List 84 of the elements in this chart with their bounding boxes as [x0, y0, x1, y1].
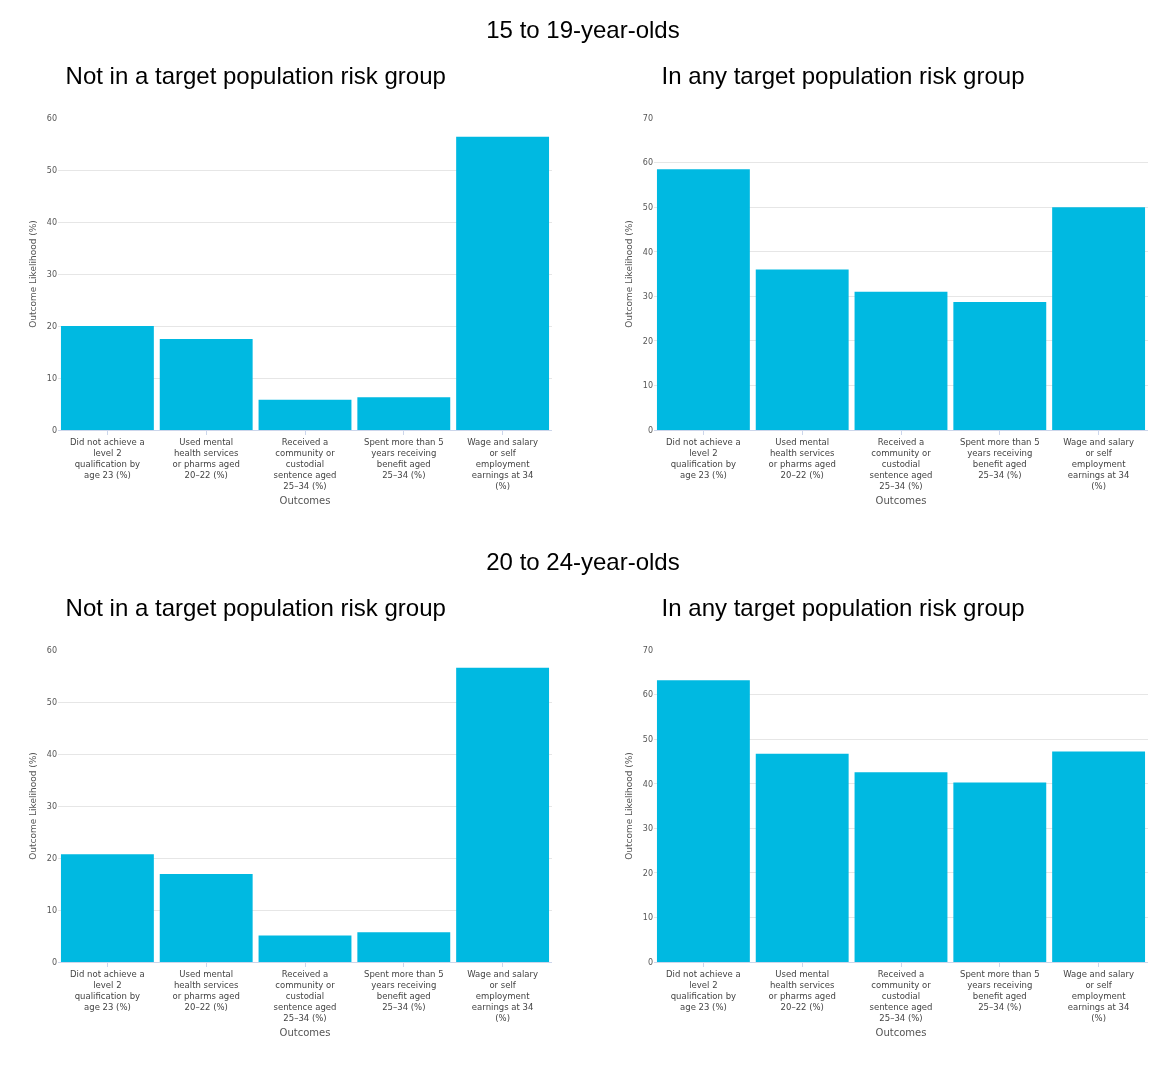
- y-tick-label: 20: [642, 868, 653, 878]
- y-tick-label: 10: [642, 913, 653, 923]
- y-tick-label: 10: [46, 905, 57, 915]
- x-tick-label: Did not achieve a level 2 qualification by age 23 (%): [70, 437, 145, 481]
- y-tick-label: 20: [642, 336, 653, 346]
- bar: [755, 753, 849, 962]
- x-tick-label: Did not achieve a level 2 qualification by age 23 (%): [666, 437, 741, 481]
- x-tick-label: Wage and salary or self employment earnings at 34 (%): [467, 969, 539, 1024]
- bar: [953, 302, 1047, 430]
- bar: [1052, 751, 1146, 962]
- text: 15 to 19-year-olds: [485, 16, 681, 44]
- x-tick-label: Spent more than 5 years receiving benefit aged 25–34 (%): [364, 437, 444, 481]
- bar: [357, 932, 451, 962]
- y-axis-title: Outcome Likelihood (%): [624, 220, 635, 328]
- bar: [953, 782, 1047, 962]
- bar: [755, 269, 849, 430]
- x-tick-label: Spent more than 5 years receiving benefit aged 25–34 (%): [960, 969, 1040, 1013]
- y-tick-label: 0: [51, 425, 57, 435]
- bar: [159, 339, 253, 430]
- bar: [854, 772, 948, 962]
- x-tick-label: Wage and salary or self employment earnings at 34 (%): [467, 437, 539, 492]
- y-tick-label: 30: [46, 269, 57, 279]
- bar: [60, 326, 154, 430]
- y-tick-label: 0: [51, 957, 57, 967]
- y-tick-label: 40: [642, 247, 653, 257]
- y-tick-label: 70: [642, 645, 653, 655]
- chart-title: Not in a target population risk group: [65, 593, 446, 621]
- y-tick-label: 50: [642, 734, 653, 744]
- bar: [258, 399, 352, 430]
- chart-title: In any target population risk group: [661, 593, 1025, 621]
- bar: [357, 397, 451, 430]
- y-tick-label: 30: [46, 801, 57, 811]
- x-tick-label: Wage and salary or self employment earnings at 34 (%): [1063, 437, 1135, 492]
- x-tick-label: Spent more than 5 years receiving benefit aged 25–34 (%): [960, 437, 1040, 481]
- x-axis-title: Outcomes: [875, 494, 927, 506]
- x-tick-label: Used mental health services or pharms aged 20–22 (%): [768, 437, 836, 481]
- y-tick-label: 60: [642, 690, 653, 700]
- bar: [656, 680, 750, 962]
- x-tick-label: Did not achieve a level 2 qualification by age 23 (%): [666, 969, 741, 1013]
- y-tick-label: 0: [647, 425, 653, 435]
- y-tick-label: 60: [46, 645, 57, 655]
- x-tick-label: Received a community or custodial sentence aged 25–34 (%): [869, 437, 933, 492]
- x-tick-label: Used mental health services or pharms aged 20–22 (%): [768, 969, 836, 1013]
- x-axis-title: Outcomes: [875, 1026, 927, 1038]
- y-tick-label: 0: [647, 957, 653, 967]
- x-tick-label: Spent more than 5 years receiving benefit aged 25–34 (%): [364, 969, 444, 1013]
- y-tick-label: 40: [46, 749, 57, 759]
- chart-title: Not in a target population risk group: [65, 61, 446, 89]
- bar: [1052, 207, 1146, 430]
- chart-title: In any target population risk group: [661, 61, 1025, 89]
- y-tick-label: 50: [46, 697, 57, 707]
- y-tick-label: 60: [46, 113, 57, 123]
- x-tick-label: Received a community or custodial sentence aged 25–34 (%): [273, 969, 337, 1024]
- bar: [456, 667, 550, 962]
- y-tick-label: 20: [46, 853, 57, 863]
- bar: [456, 136, 550, 430]
- x-tick-label: Used mental health services or pharms aged 20–22 (%): [172, 969, 240, 1013]
- y-tick-label: 50: [642, 202, 653, 212]
- bar: [258, 935, 352, 962]
- y-tick-label: 30: [642, 292, 653, 302]
- x-tick-label: Used mental health services or pharms aged 20–22 (%): [172, 437, 240, 481]
- y-axis-title: Outcome Likelihood (%): [28, 752, 39, 860]
- x-tick-label: Did not achieve a level 2 qualification by age 23 (%): [70, 969, 145, 1013]
- bar: [656, 169, 750, 430]
- bar: [60, 854, 154, 962]
- x-tick-label: Wage and salary or self employment earnings at 34 (%): [1063, 969, 1135, 1024]
- y-tick-label: 50: [46, 165, 57, 175]
- x-tick-label: Received a community or custodial sentence aged 25–34 (%): [869, 969, 933, 1024]
- y-tick-label: 30: [642, 824, 653, 834]
- bar: [159, 874, 253, 962]
- y-axis-title: Outcome Likelihood (%): [28, 220, 39, 328]
- y-tick-label: 60: [642, 158, 653, 168]
- y-tick-label: 10: [642, 381, 653, 391]
- x-tick-label: Received a community or custodial sentence aged 25–34 (%): [273, 437, 337, 492]
- y-tick-label: 10: [46, 373, 57, 383]
- y-axis-title: Outcome Likelihood (%): [624, 752, 635, 860]
- y-tick-label: 40: [642, 779, 653, 789]
- y-tick-label: 70: [642, 113, 653, 123]
- y-tick-label: 20: [46, 321, 57, 331]
- x-axis-title: Outcomes: [279, 1026, 331, 1038]
- text: 20 to 24-year-olds: [485, 548, 681, 576]
- x-axis-title: Outcomes: [279, 494, 331, 506]
- bar: [854, 291, 948, 430]
- y-tick-label: 40: [46, 217, 57, 227]
